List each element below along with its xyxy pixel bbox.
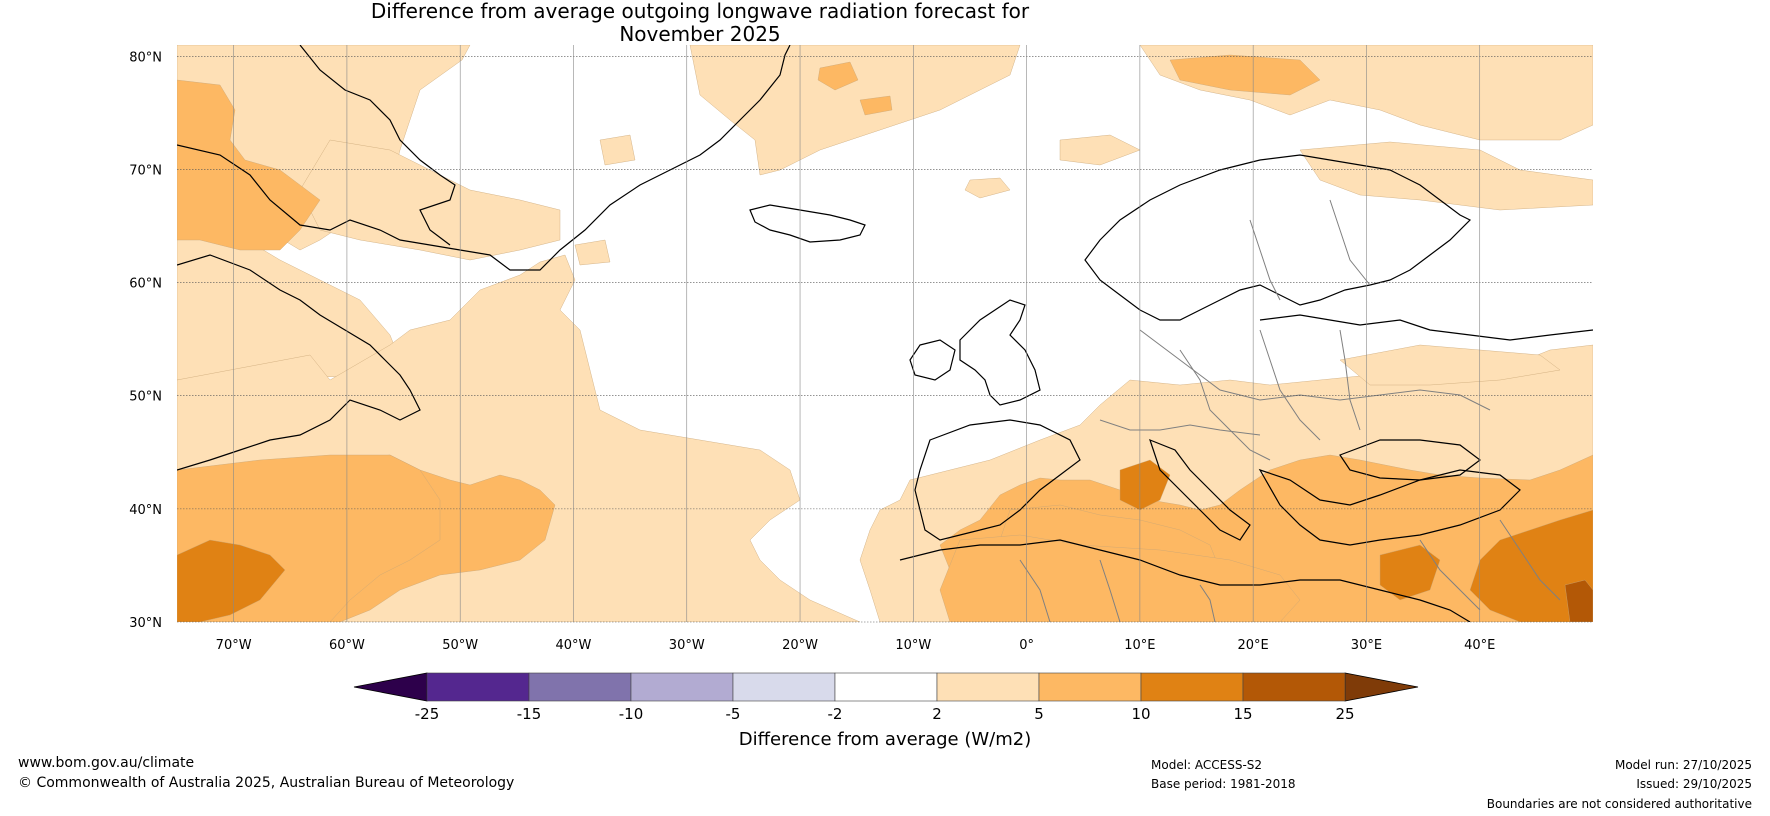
- country-border: [1099, 559, 1121, 622]
- anomaly-region-5-to-10: [859, 95, 893, 116]
- anomaly-region-5-to-10: [1169, 54, 1321, 96]
- colorbar-segment: [528, 672, 632, 702]
- colorbar-segment: [1140, 672, 1244, 702]
- longitude-tick-label: 30°E: [1351, 638, 1382, 653]
- anomaly-region-2-to-5: [1059, 134, 1141, 166]
- footer-model-run: Model run: 27/10/2025: [1614, 758, 1752, 772]
- colorbar-tick-label: 25: [1335, 705, 1354, 723]
- anomaly-region-10-to-15: [1119, 459, 1171, 511]
- british-isles-coast: [959, 299, 1041, 406]
- colorbar-label: Difference from average (W/m2): [739, 729, 1031, 750]
- anomaly-region-2-to-5: [1339, 344, 1561, 386]
- anomaly-region-2-to-5: [599, 134, 636, 166]
- map-title: Difference from average outgoing longwav…: [0, 0, 1400, 46]
- colorbar-segment: [1038, 672, 1142, 702]
- colorbar-tick-label: -2: [828, 705, 843, 723]
- anomaly-region-2-to-5: [574, 239, 611, 266]
- longitude-tick-label: 70°W: [216, 638, 252, 653]
- country-border: [1499, 519, 1561, 601]
- map-plot-area: [177, 45, 1593, 623]
- colorbar-tick-label: -15: [517, 705, 542, 723]
- longitude-tick-label: 40°W: [556, 638, 592, 653]
- longitude-tick-label: 20°E: [1238, 638, 1269, 653]
- country-border: [1339, 329, 1361, 431]
- colorbar-tick-label: 2: [932, 705, 942, 723]
- balkans-turkey-coast: [1258, 468, 1521, 546]
- labrador-coast: [177, 254, 421, 471]
- colorbar-tick-label: 15: [1233, 705, 1252, 723]
- footer-issued: Issued: 29/10/2025: [1636, 777, 1752, 791]
- country-border: [1259, 329, 1321, 441]
- latitude-tick-label: 30°N: [129, 616, 162, 631]
- colorbar-tick-label: -25: [415, 705, 440, 723]
- title-line-1: Difference from average outgoing longwav…: [370, 0, 1030, 23]
- longitude-tick-label: 10°E: [1124, 638, 1155, 653]
- longitude-tick-label: 20°W: [782, 638, 818, 653]
- colorbar-tick-label: 10: [1131, 705, 1150, 723]
- colorbar-over-arrow: [1344, 672, 1419, 702]
- black-sea-coast: [1339, 439, 1481, 481]
- colorbar-segment: [936, 672, 1040, 702]
- latitude-tick-label: 70°N: [129, 163, 162, 178]
- colorbar-segment: [732, 672, 836, 702]
- eastern-europe-coast: [1259, 314, 1593, 341]
- anomaly-region-5-to-10: [817, 61, 859, 91]
- anomaly-region-10-to-15: [177, 539, 286, 622]
- country-border: [1419, 539, 1481, 611]
- footer-website: www.bom.gov.au/climate: [18, 755, 195, 771]
- longitude-tick-label: 0°: [1019, 638, 1034, 653]
- footer-base-period: Base period: 1981-2018: [1151, 777, 1296, 791]
- colorbar-tick-label: 5: [1034, 705, 1044, 723]
- latitude-tick-label: 80°N: [129, 50, 162, 65]
- country-border: [1249, 219, 1281, 301]
- colorbar-under-arrow: [353, 672, 428, 702]
- colorbar-segment: [1242, 672, 1346, 702]
- anomaly-region-15-to-25: [1564, 579, 1593, 622]
- colorbar: -25 -15 -10 -5 -2 2 5 10 15 25: [353, 672, 1419, 723]
- country-border: [1329, 199, 1371, 286]
- colorbar-tick-label: -10: [619, 705, 644, 723]
- scandinavia-coast: [1084, 154, 1472, 321]
- border-layer: [1019, 199, 1561, 622]
- longitude-axis-labels: 70°W 60°W 50°W 40°W 30°W 20°W 10°W 0° 10°E 20°E 30…: [216, 638, 1496, 653]
- longitude-tick-label: 40°E: [1464, 638, 1495, 653]
- greenland-west-coast: [299, 45, 456, 246]
- anomaly-region-10-to-15: [1379, 544, 1441, 601]
- footer-model: Model: ACCESS-S2: [1151, 758, 1263, 772]
- country-border: [1139, 329, 1491, 411]
- iberia-coast: [914, 419, 1081, 541]
- latitude-tick-label: 60°N: [129, 277, 162, 292]
- colorbar-segment: [630, 672, 734, 702]
- country-border: [1199, 584, 1216, 622]
- longitude-tick-label: 50°W: [442, 638, 478, 653]
- longitude-tick-label: 60°W: [329, 638, 365, 653]
- anomaly-region-2-to-5: [299, 139, 561, 261]
- anomaly-region-10-to-15: [1469, 509, 1593, 622]
- footer-disclaimer: Boundaries are not considered authoritat…: [1486, 797, 1752, 811]
- greenland-coast: [177, 45, 791, 271]
- north-africa-coast: [899, 539, 1471, 622]
- anomaly-region-2-to-5: [1299, 141, 1593, 211]
- colorbar-segment: [426, 672, 530, 702]
- latitude-tick-label: 50°N: [129, 390, 162, 405]
- title-line-2: November 2025: [619, 22, 781, 46]
- ireland-coast: [909, 339, 956, 381]
- italy-coast: [1149, 438, 1251, 541]
- colorbar-segment: [834, 672, 938, 702]
- anomaly-fill-layer: [177, 45, 1593, 622]
- longitude-tick-label: 30°W: [669, 638, 705, 653]
- footer-copyright: © Commonwealth of Australia 2025, Austra…: [18, 775, 515, 791]
- latitude-axis-labels: 80°N 70°N 60°N 50°N 40°N 30°N: [129, 50, 162, 631]
- anomaly-region-2-to-5: [964, 177, 1011, 199]
- anomaly-region-5-to-10: [177, 79, 321, 251]
- latitude-tick-label: 40°N: [129, 503, 162, 518]
- country-border: [1099, 419, 1261, 436]
- graticule: [177, 45, 1593, 623]
- colorbar-tick-label: -5: [726, 705, 741, 723]
- longitude-tick-label: 10°W: [895, 638, 931, 653]
